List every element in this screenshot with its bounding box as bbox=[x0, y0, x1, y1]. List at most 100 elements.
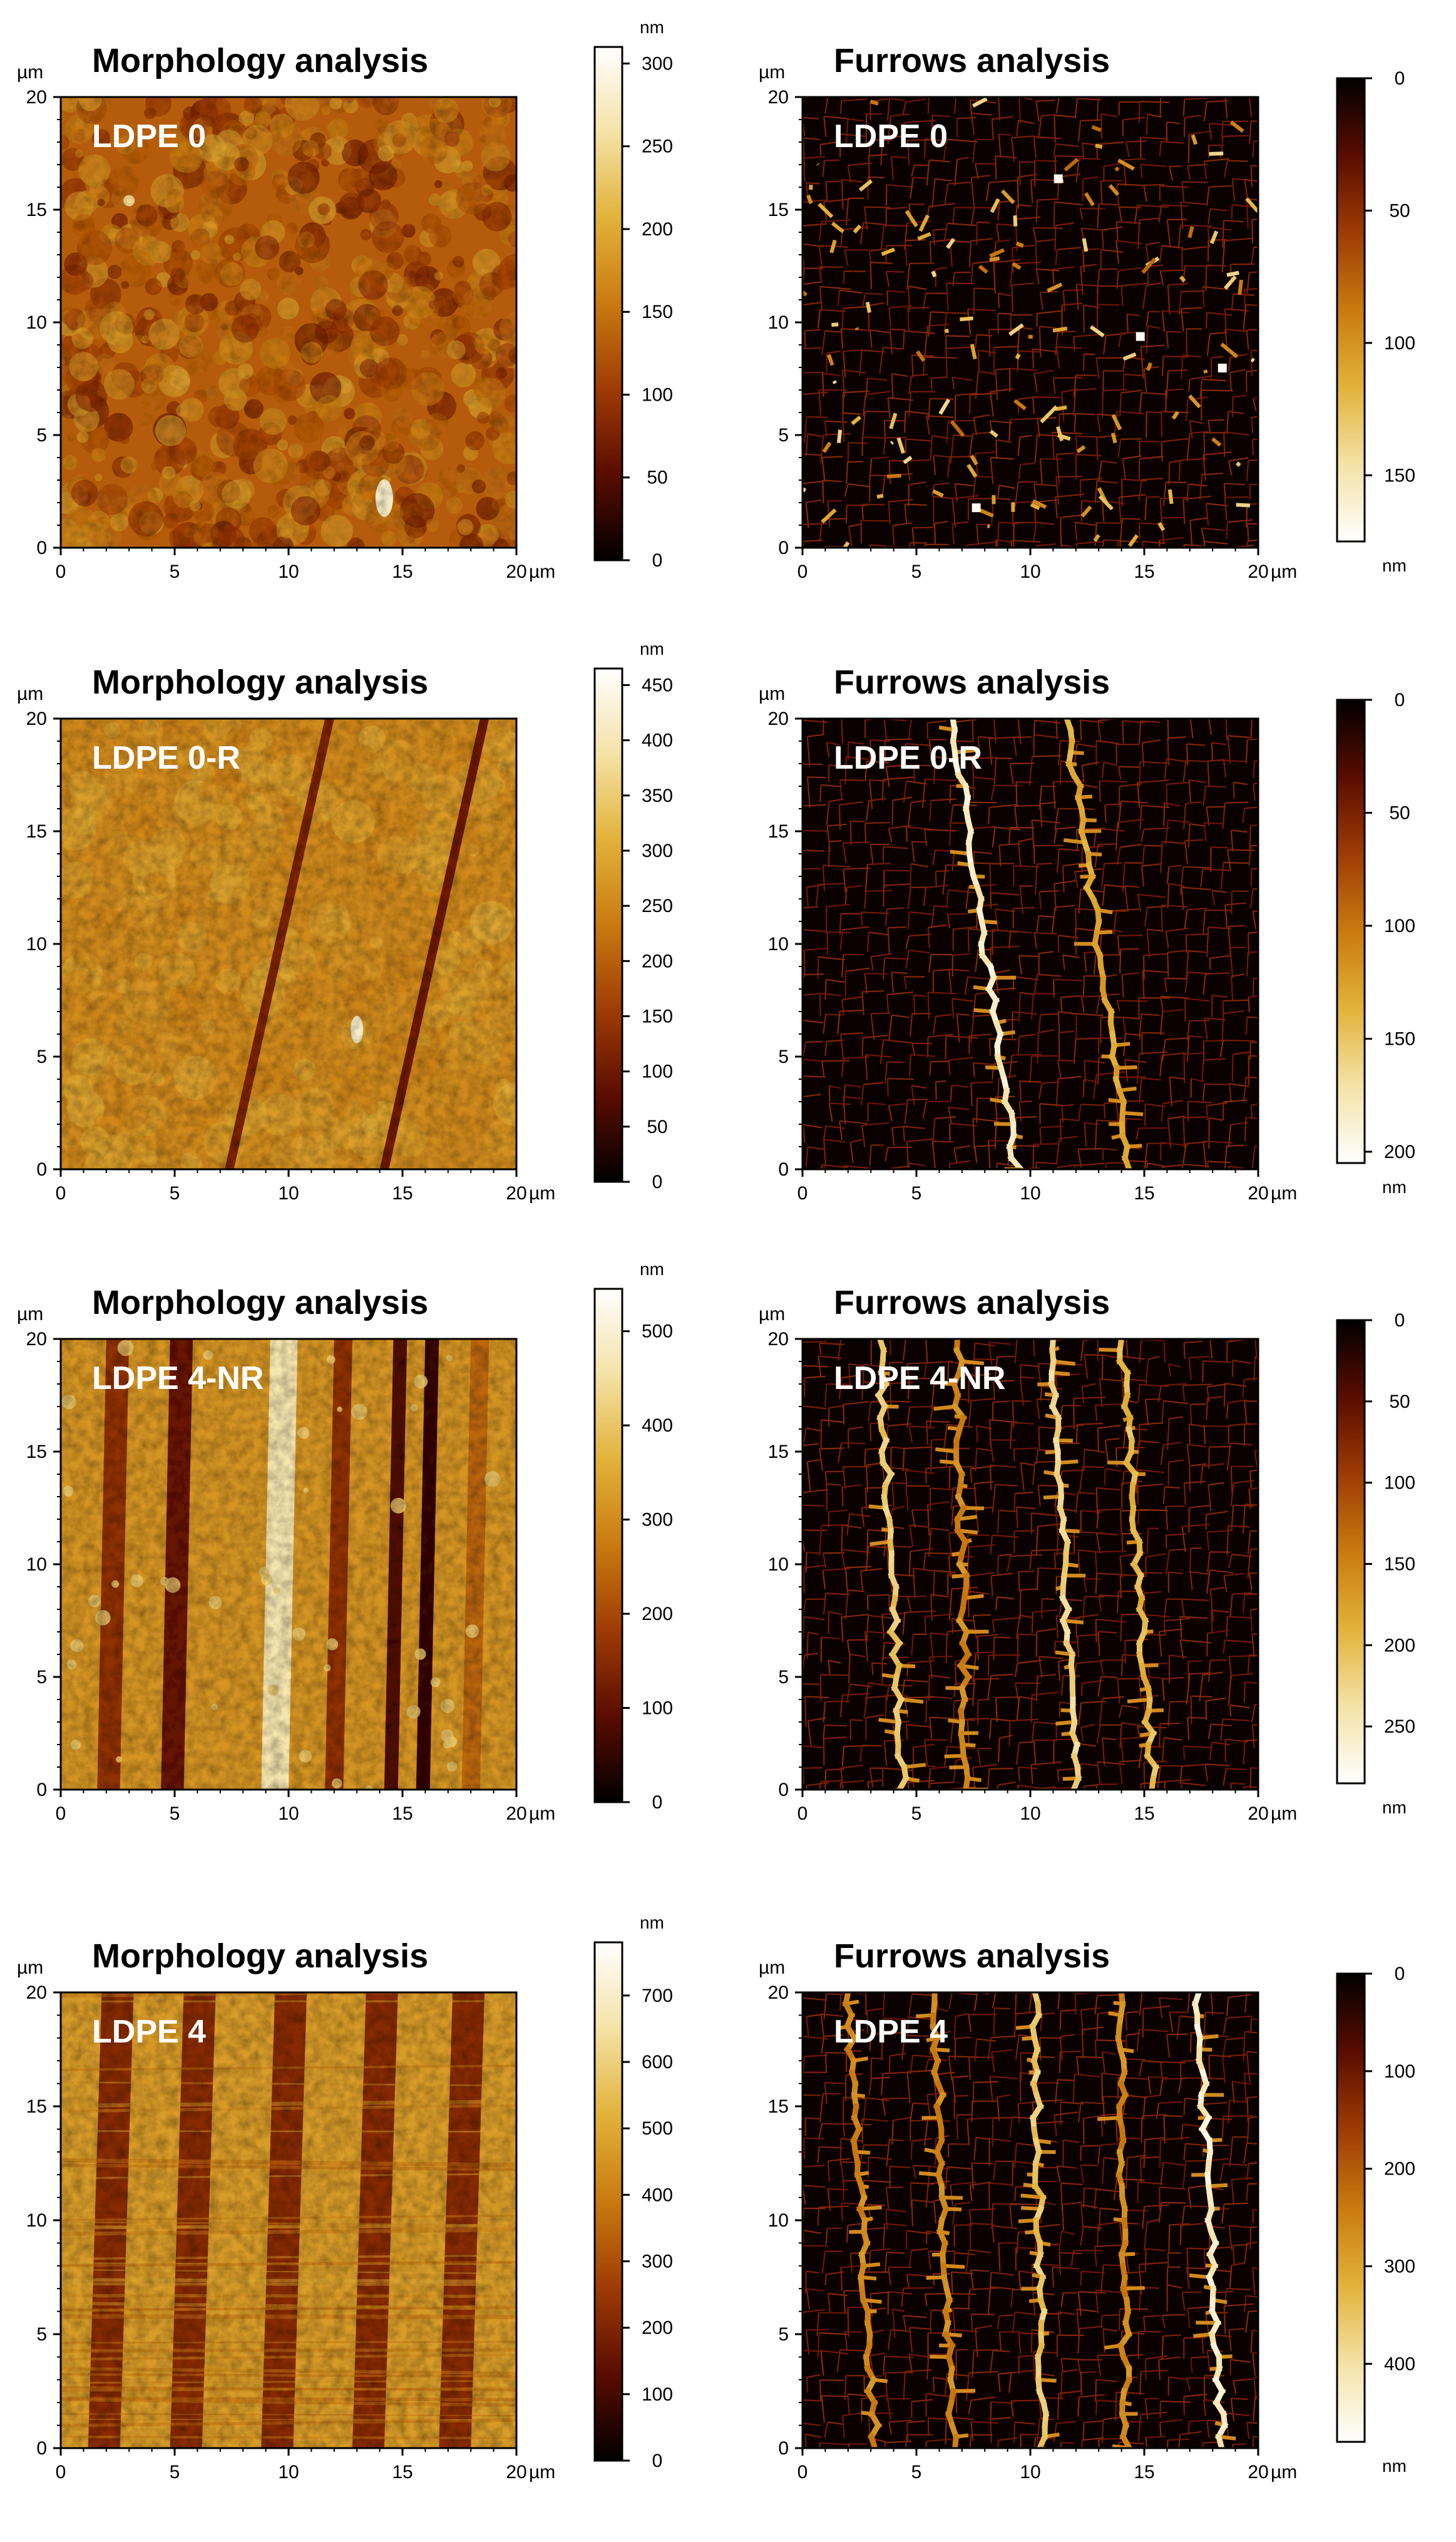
colorbar-tick-label: 250 bbox=[642, 896, 673, 916]
y-tick-label: 20 bbox=[26, 709, 47, 729]
y-tick-label: 5 bbox=[36, 2324, 47, 2345]
colorbar-tick-label: 200 bbox=[1384, 2159, 1415, 2180]
y-axis-unit: µm bbox=[759, 1304, 785, 1325]
y-tick-label: 0 bbox=[778, 1780, 789, 1800]
panel-title: Furrows analysis bbox=[834, 664, 1110, 701]
y-tick-label: 20 bbox=[768, 1982, 789, 2003]
x-tick-label: 10 bbox=[278, 2462, 299, 2483]
y-tick-label: 10 bbox=[768, 1554, 789, 1575]
colorbar-tick-label: 150 bbox=[1384, 465, 1415, 486]
x-tick-label: 5 bbox=[911, 1183, 922, 1204]
x-tick-label: 15 bbox=[392, 2462, 413, 2483]
furrows-background bbox=[802, 719, 1258, 1169]
y-tick-label: 5 bbox=[36, 1047, 47, 1067]
x-tick-label: 15 bbox=[392, 561, 413, 582]
y-tick-label: 10 bbox=[26, 312, 47, 333]
colorbar-tick-label: 50 bbox=[647, 1117, 667, 1137]
colorbar-tick-label: 400 bbox=[642, 730, 673, 751]
colorbar-tick-label: 50 bbox=[647, 468, 667, 488]
colorbar-tick-label: 0 bbox=[1395, 690, 1405, 710]
colorbar-tick-label: 500 bbox=[642, 1321, 673, 1342]
sample-label: LDPE 4 bbox=[92, 2014, 206, 2050]
y-tick-label: 5 bbox=[36, 1667, 47, 1688]
x-tick-label: 10 bbox=[1020, 1183, 1040, 1204]
colorbar-tick-label: 0 bbox=[652, 1172, 663, 1192]
colorbar-tick-label: 400 bbox=[642, 1415, 673, 1436]
sample-label: LDPE 4-NR bbox=[834, 1360, 1005, 1397]
y-tick-label: 5 bbox=[36, 425, 47, 446]
colorbar-tick-label: 400 bbox=[1384, 2354, 1415, 2374]
y-tick-label: 10 bbox=[768, 312, 789, 333]
y-tick-label: 5 bbox=[778, 425, 789, 446]
y-axis-unit: µm bbox=[759, 62, 785, 83]
colorbar-tick-label: 100 bbox=[642, 1698, 673, 1719]
x-tick-label: 20 bbox=[1248, 1803, 1268, 1824]
colorbar-tick-label: 0 bbox=[652, 1792, 663, 1813]
y-tick-label: 15 bbox=[768, 200, 789, 220]
surface-texture bbox=[61, 97, 516, 548]
x-tick-label: 0 bbox=[797, 1183, 808, 1204]
colorbar-tick-label: 700 bbox=[642, 1986, 673, 2006]
x-tick-label: 5 bbox=[911, 561, 922, 582]
x-tick-label: 20 bbox=[506, 1183, 526, 1204]
y-tick-label: 15 bbox=[26, 1442, 47, 1462]
x-tick-label: 15 bbox=[1134, 561, 1154, 582]
panel-title: Furrows analysis bbox=[834, 1284, 1110, 1321]
colorbar-tick-label: 50 bbox=[1389, 200, 1410, 221]
y-axis-unit: µm bbox=[759, 1957, 785, 1978]
furrows-background bbox=[802, 97, 1258, 548]
x-tick-label: 5 bbox=[170, 561, 180, 582]
colorbar-tick-label: 250 bbox=[642, 136, 673, 157]
colorbar-unit: nm bbox=[640, 639, 664, 659]
x-tick-label: 20 bbox=[1248, 2462, 1268, 2483]
colorbar-tick-label: 100 bbox=[642, 1062, 673, 1082]
colorbar bbox=[1336, 1972, 1366, 2443]
y-tick-label: 20 bbox=[26, 1982, 47, 2003]
x-axis-unit: µm bbox=[1271, 1803, 1297, 1824]
colorbar-tick-label: 150 bbox=[642, 1006, 673, 1027]
colorbar-tick-label: 300 bbox=[642, 1510, 673, 1530]
y-tick-label: 15 bbox=[26, 2096, 47, 2117]
colorbar-tick-label: 0 bbox=[652, 550, 663, 571]
x-tick-label: 0 bbox=[797, 561, 808, 582]
colorbar-tick-label: 100 bbox=[1384, 1473, 1415, 1494]
x-tick-label: 5 bbox=[170, 2462, 180, 2483]
x-axis-unit: µm bbox=[529, 1803, 555, 1824]
y-tick-label: 0 bbox=[36, 2438, 47, 2459]
colorbar-tick-label: 100 bbox=[642, 384, 673, 405]
colorbar-tick-label: 150 bbox=[1384, 1028, 1415, 1049]
colorbar-tick-label: 350 bbox=[642, 786, 673, 806]
colorbar-tick-label: 0 bbox=[652, 2451, 663, 2471]
colorbar bbox=[593, 1941, 623, 2462]
x-tick-label: 20 bbox=[506, 1803, 526, 1824]
y-tick-label: 0 bbox=[36, 1159, 47, 1180]
colorbar-unit: nm bbox=[640, 1259, 664, 1279]
colorbar-tick-label: 300 bbox=[642, 53, 673, 74]
y-tick-label: 10 bbox=[26, 1554, 47, 1575]
x-axis-unit: µm bbox=[529, 561, 555, 582]
colorbar bbox=[1336, 1319, 1366, 1785]
x-tick-label: 0 bbox=[56, 2462, 66, 2483]
y-axis-unit: µm bbox=[17, 684, 43, 704]
surface-texture bbox=[61, 719, 516, 1169]
y-tick-label: 15 bbox=[26, 821, 47, 842]
colorbar bbox=[593, 1288, 623, 1803]
colorbar-tick-label: 200 bbox=[642, 2318, 673, 2339]
y-axis-unit: µm bbox=[17, 1304, 43, 1325]
y-tick-label: 0 bbox=[778, 1159, 789, 1180]
colorbar-tick-label: 50 bbox=[1389, 1391, 1410, 1412]
sample-label: LDPE 0 bbox=[92, 118, 206, 155]
x-tick-label: 10 bbox=[1020, 561, 1040, 582]
x-tick-label: 15 bbox=[1134, 1183, 1154, 1204]
y-axis-unit: µm bbox=[17, 62, 43, 83]
colorbar bbox=[593, 46, 623, 561]
x-tick-label: 10 bbox=[278, 561, 299, 582]
y-tick-label: 10 bbox=[26, 934, 47, 955]
y-tick-label: 20 bbox=[26, 1329, 47, 1350]
colorbar-tick-label: 100 bbox=[1384, 916, 1415, 936]
panel-title: Furrows analysis bbox=[834, 42, 1110, 79]
x-tick-label: 0 bbox=[56, 1803, 66, 1824]
y-tick-label: 5 bbox=[778, 1047, 789, 1067]
